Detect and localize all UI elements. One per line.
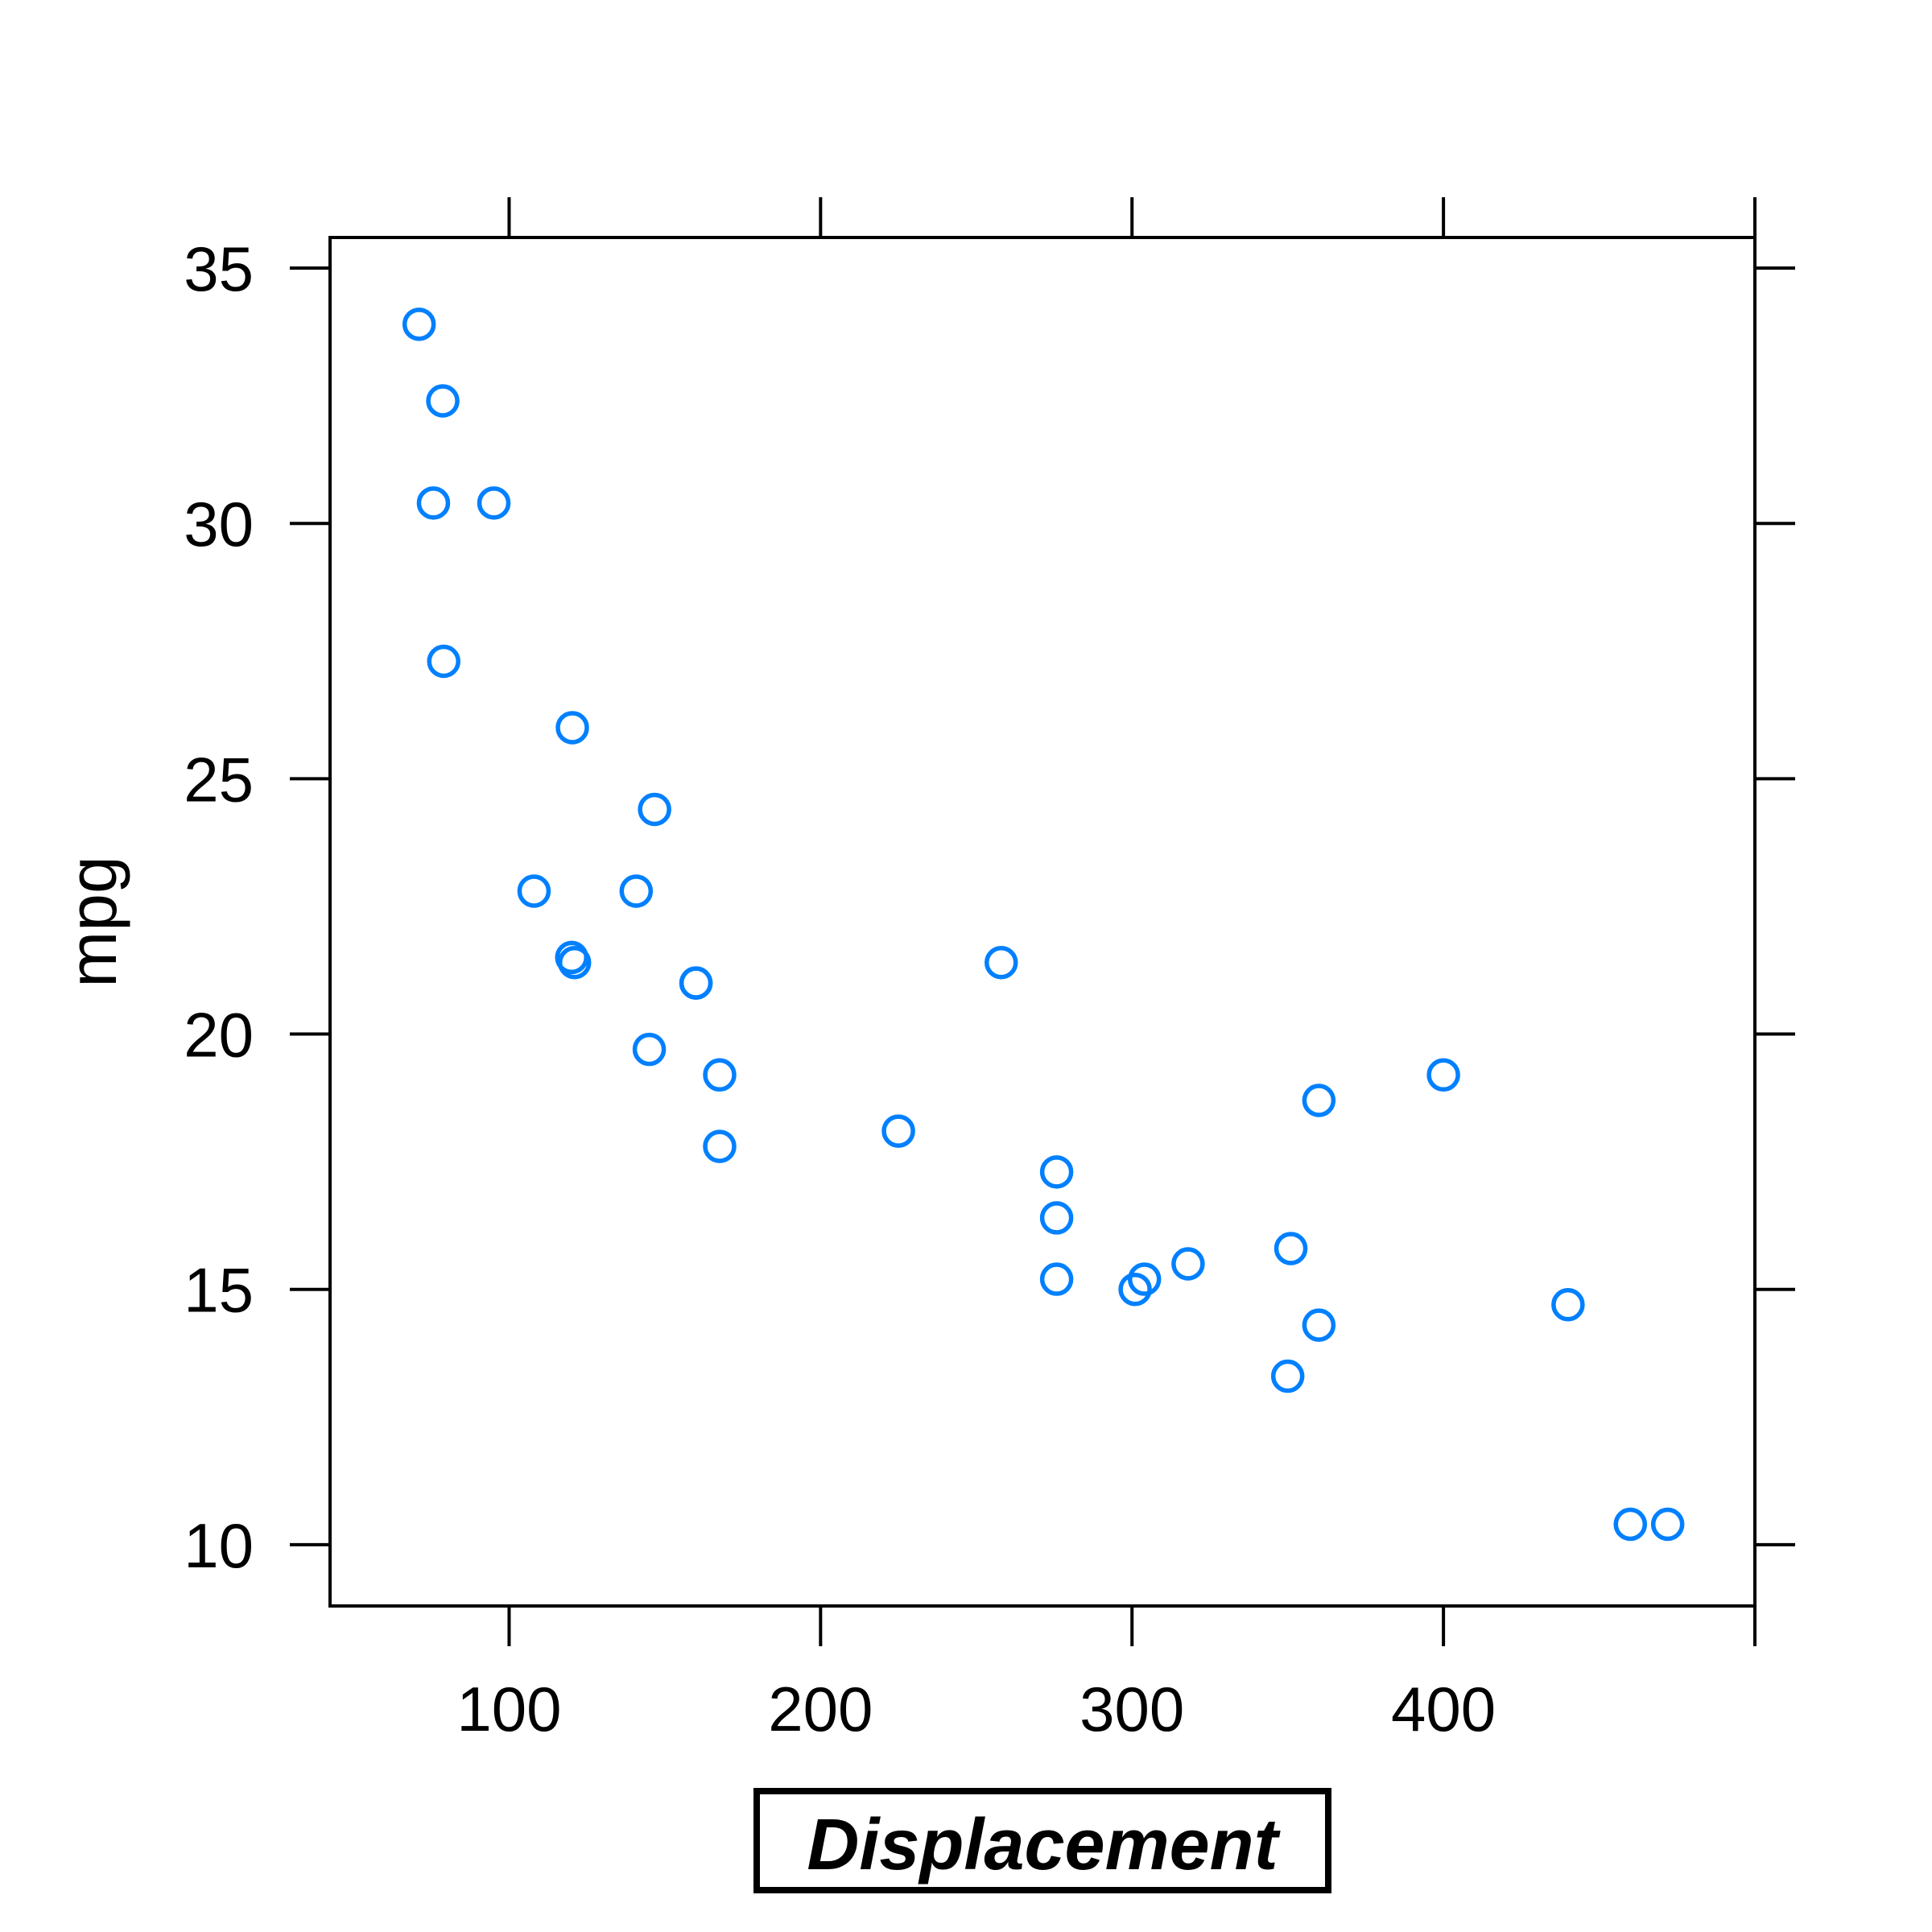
x-tick-label: 200 — [768, 1674, 873, 1744]
data-point-12 — [1039, 1155, 1074, 1189]
data-point-8 — [619, 874, 654, 908]
x-tick-label: 400 — [1391, 1674, 1496, 1744]
plot-frame — [328, 236, 1757, 1608]
data-point-15 — [1613, 1507, 1647, 1542]
y-tick-label: 35 — [184, 233, 254, 304]
y-axis: 10 15 20 25 30 35 — [184, 233, 1795, 1581]
data-point-2 — [517, 874, 551, 908]
data-point-4 — [1302, 1084, 1336, 1117]
data-point-24 — [1426, 1058, 1460, 1092]
x-axis-title-box — [753, 1788, 1331, 1893]
data-point-23 — [1270, 1359, 1305, 1393]
data-point-28 — [1274, 1232, 1308, 1265]
y-tick-label: 15 — [184, 1255, 254, 1326]
data-point-6 — [1302, 1308, 1336, 1342]
data-point-30 — [1118, 1272, 1152, 1307]
x-tick-label: 300 — [1080, 1674, 1184, 1744]
y-tick-label: 20 — [184, 1000, 254, 1071]
data-point-10 — [703, 1129, 737, 1163]
x-axis: 100 200 300 400 — [456, 197, 1757, 1744]
data-point-14 — [1650, 1507, 1685, 1542]
x-axis-title: Displacement — [807, 1805, 1281, 1885]
data-point-3 — [984, 945, 1018, 980]
data-point-13 — [1039, 1262, 1074, 1296]
data-point-29 — [632, 1032, 667, 1067]
data-point-31 — [557, 945, 592, 980]
y-tick-label: 10 — [184, 1510, 254, 1581]
data-point-16 — [1551, 1287, 1585, 1322]
y-tick-label: 25 — [184, 744, 254, 815]
data-point-22 — [1127, 1262, 1162, 1296]
data-point-7 — [638, 792, 671, 827]
data-point-1 — [679, 966, 713, 1000]
data-point-11 — [1039, 1201, 1074, 1235]
data-point-9 — [703, 1058, 737, 1092]
x-tick-label: 100 — [456, 1674, 561, 1744]
data-point-18 — [416, 486, 451, 520]
data-points — [402, 308, 1685, 1542]
data-point-19 — [402, 308, 436, 341]
data-point-26 — [555, 711, 589, 745]
data-point-27 — [477, 486, 511, 520]
y-axis-title: mpg — [55, 856, 130, 987]
data-point-21 — [1171, 1247, 1205, 1281]
data-point-5 — [881, 1114, 915, 1148]
y-tick-label: 30 — [184, 489, 254, 559]
data-point-25 — [427, 644, 460, 679]
data-point-17 — [426, 384, 460, 418]
